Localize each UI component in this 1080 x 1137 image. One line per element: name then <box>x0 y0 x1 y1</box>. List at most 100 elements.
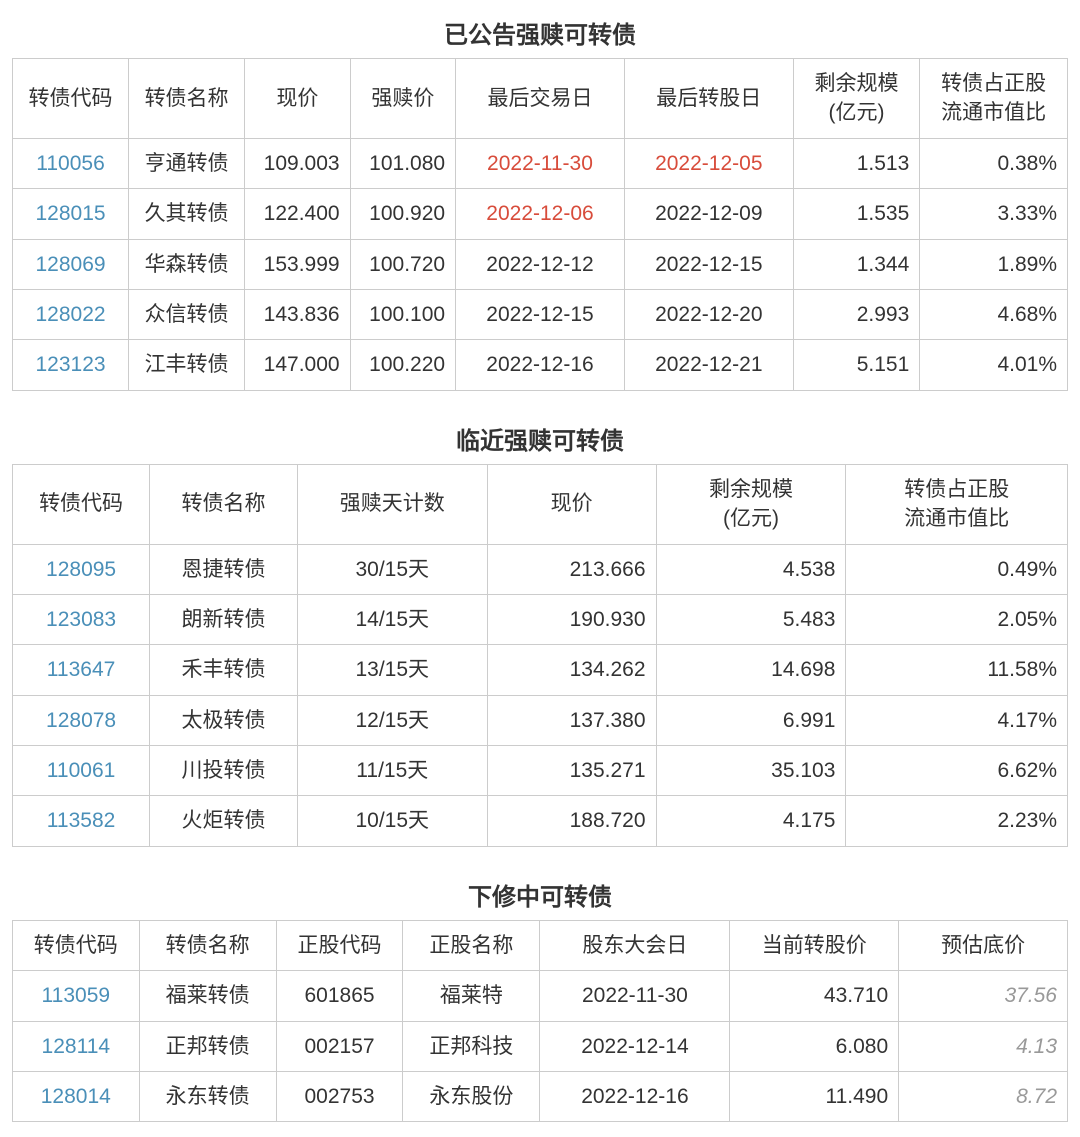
bond-name: 朗新转债 <box>150 594 298 644</box>
floor-price: 8.72 <box>899 1072 1068 1122</box>
last-trade-date: 2022-12-16 <box>456 340 625 390</box>
table3: 转债代码转债名称正股代码正股名称股东大会日当前转股价预估底价 113059福莱转… <box>12 920 1068 1123</box>
col-header: 现价 <box>245 59 351 139</box>
stock-code: 002753 <box>276 1072 403 1122</box>
table-row: 123083朗新转债14/15天190.9305.4832.05% <box>13 594 1068 644</box>
bond-code-link[interactable]: 128014 <box>13 1072 140 1122</box>
ratio: 3.33% <box>920 189 1068 239</box>
price: 135.271 <box>487 746 656 796</box>
scale: 2.993 <box>793 289 920 339</box>
col-header: 正股名称 <box>403 920 540 970</box>
bond-name: 众信转债 <box>129 289 245 339</box>
bond-name: 恩捷转债 <box>150 544 298 594</box>
ratio: 4.01% <box>920 340 1068 390</box>
price: 109.003 <box>245 138 351 188</box>
table-row: 128014永东转债002753永东股份2022-12-1611.4908.72 <box>13 1072 1068 1122</box>
table1-title: 已公告强赎可转债 <box>12 15 1068 50</box>
price: 122.400 <box>245 189 351 239</box>
bond-code-link[interactable]: 123083 <box>13 594 150 644</box>
col-header: 当前转股价 <box>730 920 899 970</box>
bond-code-link[interactable]: 110061 <box>13 746 150 796</box>
col-header: 强赎天计数 <box>297 464 487 544</box>
col-header: 转债名称 <box>129 59 245 139</box>
scale: 35.103 <box>656 746 846 796</box>
col-header: 预估底价 <box>899 920 1068 970</box>
bond-code-link[interactable]: 128114 <box>13 1021 140 1071</box>
last-conv-date: 2022-12-20 <box>624 289 793 339</box>
table3-header-row: 转债代码转债名称正股代码正股名称股东大会日当前转股价预估底价 <box>13 920 1068 970</box>
bond-name: 太极转债 <box>150 695 298 745</box>
table-row: 110056亨通转债109.003101.0802022-11-302022-1… <box>13 138 1068 188</box>
days-count: 11/15天 <box>297 746 487 796</box>
table-row: 113647禾丰转债13/15天134.26214.69811.58% <box>13 645 1068 695</box>
redeem-price: 100.720 <box>350 239 456 289</box>
price: 188.720 <box>487 796 656 846</box>
table-row: 128114正邦转债002157正邦科技2022-12-146.0804.13 <box>13 1021 1068 1071</box>
table-row: 128095恩捷转债30/15天213.6664.5380.49% <box>13 544 1068 594</box>
bond-name: 久其转债 <box>129 189 245 239</box>
table-row: 110061川投转债11/15天135.27135.1036.62% <box>13 746 1068 796</box>
bond-name: 福莱转债 <box>139 971 276 1021</box>
bond-name: 华森转债 <box>129 239 245 289</box>
bond-name: 禾丰转债 <box>150 645 298 695</box>
conv-price: 6.080 <box>730 1021 899 1071</box>
scale: 4.538 <box>656 544 846 594</box>
conv-price: 11.490 <box>730 1072 899 1122</box>
scale: 1.344 <box>793 239 920 289</box>
col-header: 现价 <box>487 464 656 544</box>
bond-code-link[interactable]: 123123 <box>13 340 129 390</box>
bond-code-link[interactable]: 128022 <box>13 289 129 339</box>
col-header: 转债名称 <box>139 920 276 970</box>
table2-header-row: 转债代码转债名称强赎天计数现价剩余规模(亿元)转债占正股流通市值比 <box>13 464 1068 544</box>
bond-code-link[interactable]: 113582 <box>13 796 150 846</box>
bond-code-link[interactable]: 113647 <box>13 645 150 695</box>
bond-code-link[interactable]: 128069 <box>13 239 129 289</box>
stock-name: 正邦科技 <box>403 1021 540 1071</box>
col-header: 剩余规模(亿元) <box>793 59 920 139</box>
price: 147.000 <box>245 340 351 390</box>
price: 137.380 <box>487 695 656 745</box>
ratio: 0.49% <box>846 544 1068 594</box>
bond-name: 火炬转债 <box>150 796 298 846</box>
bond-name: 正邦转债 <box>139 1021 276 1071</box>
col-header: 最后交易日 <box>456 59 625 139</box>
table-row: 123123江丰转债147.000100.2202022-12-162022-1… <box>13 340 1068 390</box>
bond-name: 江丰转债 <box>129 340 245 390</box>
last-conv-date: 2022-12-09 <box>624 189 793 239</box>
conv-price: 43.710 <box>730 971 899 1021</box>
col-header: 转债代码 <box>13 59 129 139</box>
stock-name: 永东股份 <box>403 1072 540 1122</box>
table3-title: 下修中可转债 <box>12 877 1068 912</box>
col-header: 转债占正股流通市值比 <box>846 464 1068 544</box>
col-header: 转债占正股流通市值比 <box>920 59 1068 139</box>
col-header: 剩余规模(亿元) <box>656 464 846 544</box>
meeting-date: 2022-12-14 <box>540 1021 730 1071</box>
scale: 4.175 <box>656 796 846 846</box>
table-row: 113059福莱转债601865福莱特2022-11-3043.71037.56 <box>13 971 1068 1021</box>
scale: 5.151 <box>793 340 920 390</box>
table2-title: 临近强赎可转债 <box>12 421 1068 456</box>
col-header: 最后转股日 <box>624 59 793 139</box>
col-header: 转债名称 <box>150 464 298 544</box>
table-row: 128069华森转债153.999100.7202022-12-122022-1… <box>13 239 1068 289</box>
table-row: 128078太极转债12/15天137.3806.9914.17% <box>13 695 1068 745</box>
col-header: 转债代码 <box>13 920 140 970</box>
last-conv-date: 2022-12-15 <box>624 239 793 289</box>
meeting-date: 2022-12-16 <box>540 1072 730 1122</box>
stock-name: 福莱特 <box>403 971 540 1021</box>
table2: 转债代码转债名称强赎天计数现价剩余规模(亿元)转债占正股流通市值比 128095… <box>12 464 1068 847</box>
bond-name: 永东转债 <box>139 1072 276 1122</box>
ratio: 11.58% <box>846 645 1068 695</box>
bond-code-link[interactable]: 128015 <box>13 189 129 239</box>
col-header: 转债代码 <box>13 464 150 544</box>
days-count: 30/15天 <box>297 544 487 594</box>
ratio: 0.38% <box>920 138 1068 188</box>
bond-code-link[interactable]: 110056 <box>13 138 129 188</box>
bond-code-link[interactable]: 128095 <box>13 544 150 594</box>
bond-code-link[interactable]: 128078 <box>13 695 150 745</box>
price: 190.930 <box>487 594 656 644</box>
redeem-price: 100.100 <box>350 289 456 339</box>
redeem-price: 100.220 <box>350 340 456 390</box>
bond-code-link[interactable]: 113059 <box>13 971 140 1021</box>
days-count: 12/15天 <box>297 695 487 745</box>
